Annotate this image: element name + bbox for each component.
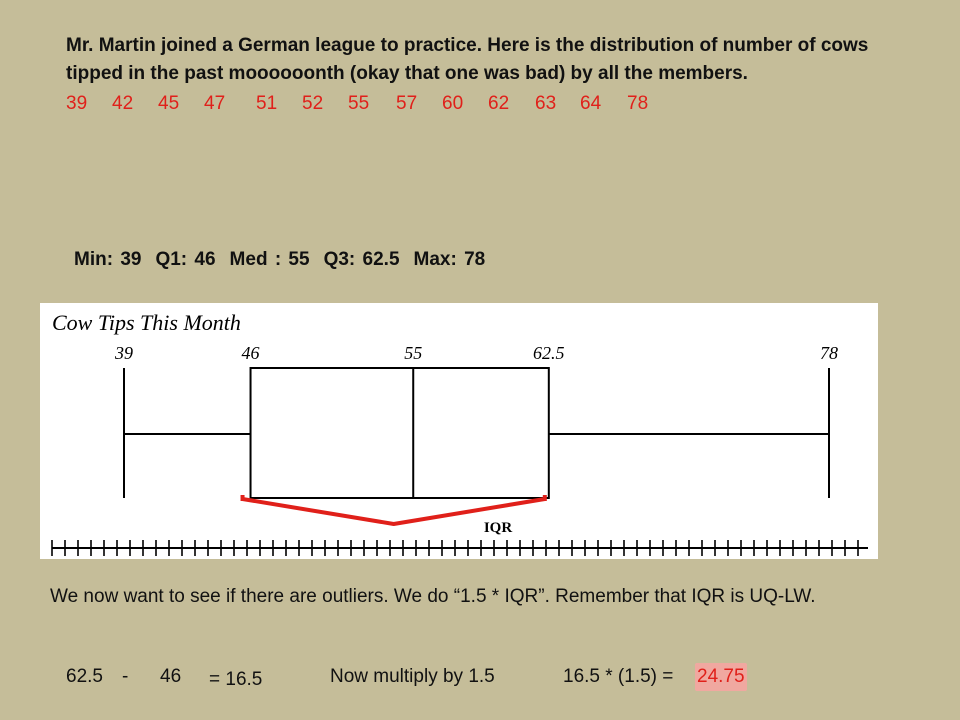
data-value: 51 (256, 93, 278, 114)
data-value: 63 (535, 93, 557, 114)
data-value: 52 (302, 93, 324, 114)
iqr-bracket (242, 497, 546, 526)
data-value: 57 (396, 93, 418, 114)
data-value: 55 (348, 93, 370, 114)
data-value: 64 (580, 93, 602, 114)
chart-title: Cow Tips This Month (52, 310, 241, 335)
calc-multiply-text: Now multiply by 1.5 (330, 666, 495, 687)
data-value: 60 (442, 93, 464, 114)
explanation-text: We now want to see if there are outliers… (50, 586, 816, 607)
calc-q1: 46 (160, 666, 182, 687)
summary-max: Max: 78 (413, 249, 486, 270)
summary-q3: Q3: 62.5 (323, 249, 400, 270)
calc-iqr-result: = 16.5 (209, 669, 263, 690)
tick-label: 78 (820, 343, 838, 363)
calc-minus: - (122, 666, 129, 687)
calc-product-value: 24.75 (695, 663, 747, 691)
data-value: 39 (66, 93, 88, 114)
tick-label: 55 (404, 343, 422, 363)
summary-median: Med : 55 (229, 249, 310, 270)
data-value: 62 (488, 93, 510, 114)
five-number-summary: Min: 39 Q1: 46 Med : 55 Q3: 62.5 Max: 78 (74, 246, 499, 274)
calc-q3: 62.5 (66, 666, 103, 687)
box-plot-chart: Cow Tips This Month 39 46 55 62.5 78 IQR (51, 310, 868, 556)
data-value: 47 (204, 93, 226, 114)
iqr-label: IQR (484, 520, 513, 536)
tick-label: 46 (242, 343, 260, 363)
iqr-box (249, 367, 550, 499)
data-value: 42 (112, 93, 134, 114)
calc-product-expression: 16.5 * (1.5) = (563, 666, 674, 687)
tick-label: 62.5 (533, 343, 565, 363)
problem-statement: Mr. Martin joined a German league to pra… (66, 35, 869, 84)
data-value: 78 (627, 93, 649, 114)
summary-min: Min: 39 (74, 249, 142, 270)
tick-label: 39 (114, 343, 133, 363)
box-plot-panel: Cow Tips This Month 39 46 55 62.5 78 IQR (40, 303, 878, 559)
summary-q1: Q1: 46 (155, 249, 216, 270)
number-line-ticks (51, 540, 859, 556)
data-values: 39 42 45 47 51 52 55 57 60 62 63 64 78 (66, 90, 686, 118)
data-value: 45 (158, 93, 180, 114)
